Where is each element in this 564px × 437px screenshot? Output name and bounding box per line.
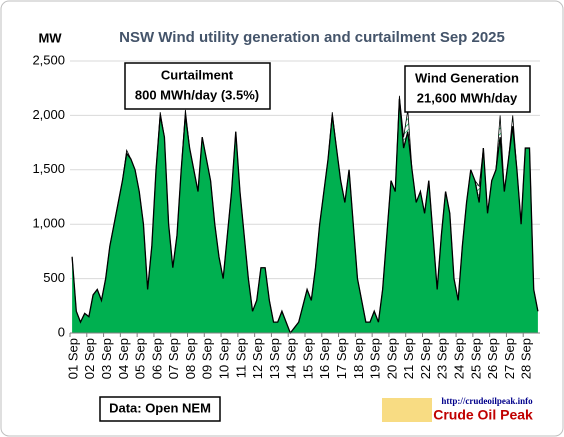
- x-tick-label: 17 Sep: [334, 338, 349, 379]
- x-tick-label: 02 Sep: [82, 338, 97, 379]
- x-tick-label: 11 Sep: [233, 338, 248, 378]
- x-tick-label: 09 Sep: [200, 338, 215, 379]
- x-tick-label: 19 Sep: [368, 338, 383, 379]
- x-tick-label: 27 Sep: [502, 338, 517, 379]
- generation-box: [404, 65, 531, 113]
- x-tick-label: 06 Sep: [149, 338, 164, 379]
- legend-label: Wind Generation: [415, 70, 519, 85]
- x-tick-label: 07 Sep: [166, 338, 181, 379]
- logo-name: Crude Oil Peak: [433, 407, 533, 423]
- x-tick-label: 23 Sep: [435, 338, 450, 379]
- x-tick-label: 22 Sep: [418, 338, 433, 379]
- x-tick-label: 25 Sep: [468, 338, 483, 379]
- logo-url: http://crudeoilpeak.info: [441, 396, 533, 406]
- generation-line: [71, 99, 539, 335]
- x-tick-label: 15 Sep: [300, 338, 315, 379]
- x-tick-label: 01 Sep: [65, 338, 80, 379]
- annotation: 21,600 MWh/day: [417, 90, 518, 105]
- x-tick-label: 08 Sep: [183, 338, 198, 379]
- chart-title: NSW Wind utility generation and curtailm…: [119, 29, 505, 46]
- x-tick-label: 20 Sep: [384, 338, 399, 379]
- x-tick-label: 04 Sep: [116, 338, 131, 379]
- x-tick-label: 16 Sep: [317, 338, 332, 379]
- y-tick-label: 1,000: [32, 216, 65, 231]
- x-tick-label: 28 Sep: [519, 338, 534, 379]
- plot: 0 500 1,000 1,500 2,000 2,500 01 Sep 02 Sep 03 S…: [32, 52, 540, 379]
- x-tick-label: 26 Sep: [485, 338, 500, 379]
- x-tick-label: 05 Sep: [133, 338, 148, 379]
- y-tick-label: 500: [43, 270, 65, 285]
- x-tick-label: 13 Sep: [267, 338, 282, 379]
- y-tick-label: 2,500: [32, 52, 65, 67]
- logo: http://crudeoilpeak.info Crude Oil Peak: [382, 396, 533, 423]
- source-box: [99, 396, 221, 422]
- curtailment-box: [124, 62, 271, 110]
- annotation: 800 MWh/day (3.5%): [135, 87, 259, 102]
- x-tick-label: 18 Sep: [351, 338, 366, 379]
- x-tick-label: 21 Sep: [401, 338, 416, 379]
- logo-graphic: [382, 398, 432, 422]
- x-tick-label: 03 Sep: [99, 338, 114, 379]
- x-tick-label: 24 Sep: [452, 338, 467, 379]
- y-tick-label: 0: [58, 324, 65, 339]
- source: Data: Open NEM: [109, 400, 211, 415]
- x-tick-label: 10 Sep: [217, 338, 232, 379]
- legend-label: Curtailment: [161, 67, 234, 82]
- generation-area: [72, 99, 538, 333]
- y-tick-label: 2,000: [32, 107, 65, 122]
- x-tick-label: 12 Sep: [250, 338, 265, 379]
- x-tick-label: 14 Sep: [284, 338, 299, 379]
- y-axis-label: MW: [38, 30, 62, 45]
- y-tick-label: 1,500: [32, 161, 65, 176]
